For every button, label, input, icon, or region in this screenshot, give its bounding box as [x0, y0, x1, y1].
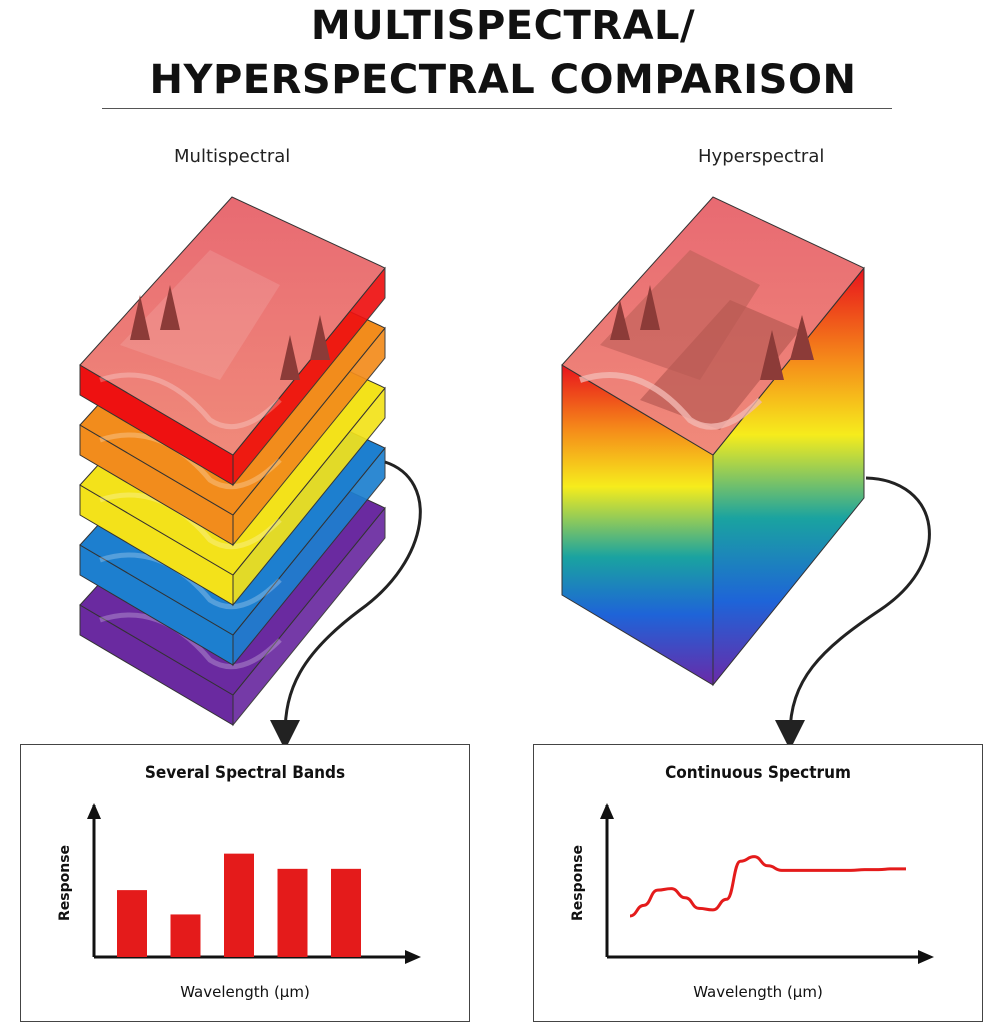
title-line-1: MULTISPECTRAL/: [310, 3, 696, 49]
multispectral-label: Multispectral: [174, 146, 291, 167]
chart-title: Continuous Spectrum: [665, 763, 851, 783]
layer-scene-river: [99, 492, 282, 550]
bar-4: [277, 868, 308, 957]
tree-icon: [310, 315, 330, 360]
chart-title: Several Spectral Bands: [144, 763, 346, 783]
y-axis-arrow: [87, 803, 101, 819]
y-axis-arrow: [600, 803, 614, 819]
layer-scene-river: [99, 612, 282, 670]
hyper-connector-arrow: [775, 476, 931, 750]
spectral-layer-red: [79, 196, 386, 487]
bar-1: [117, 890, 147, 957]
bar-chart-plot: [87, 803, 421, 964]
x-axis-arrow: [405, 950, 421, 964]
layer-scene-river: [99, 372, 282, 430]
hyperspectral-cube: [561, 196, 865, 687]
layer-scene-river: [99, 432, 282, 490]
chart-continuous-spectrum: Continuous Spectrum Response Wavelength …: [533, 744, 983, 1022]
layer-scene-tint: [120, 250, 280, 380]
tree-icon: [160, 285, 180, 330]
multispectral-layer-stack: [79, 196, 386, 727]
multi-connector-arrow: [270, 460, 422, 750]
x-axis-label: Wavelength (µm): [180, 983, 310, 1001]
chart-several-bands: Several Spectral Bands Response Waveleng…: [20, 744, 470, 1022]
tree-icon: [130, 295, 150, 340]
cube-top-scene: [579, 250, 814, 430]
line-chart-plot: [600, 803, 934, 964]
layer-top-face: [79, 196, 386, 456]
x-axis-label: Wavelength (µm): [693, 983, 823, 1001]
tree-icon: [280, 335, 300, 380]
hyperspectral-label: Hyperspectral: [698, 146, 825, 167]
spectrum-line: [629, 855, 906, 918]
title-line-2: HYPERSPECTRAL COMPARISON: [149, 57, 857, 103]
bar-5: [331, 868, 361, 957]
layer-scene-river: [99, 552, 282, 610]
x-axis-arrow: [918, 950, 934, 964]
title-divider: [102, 108, 892, 109]
bar-2: [170, 914, 201, 957]
bar-3: [224, 853, 254, 957]
